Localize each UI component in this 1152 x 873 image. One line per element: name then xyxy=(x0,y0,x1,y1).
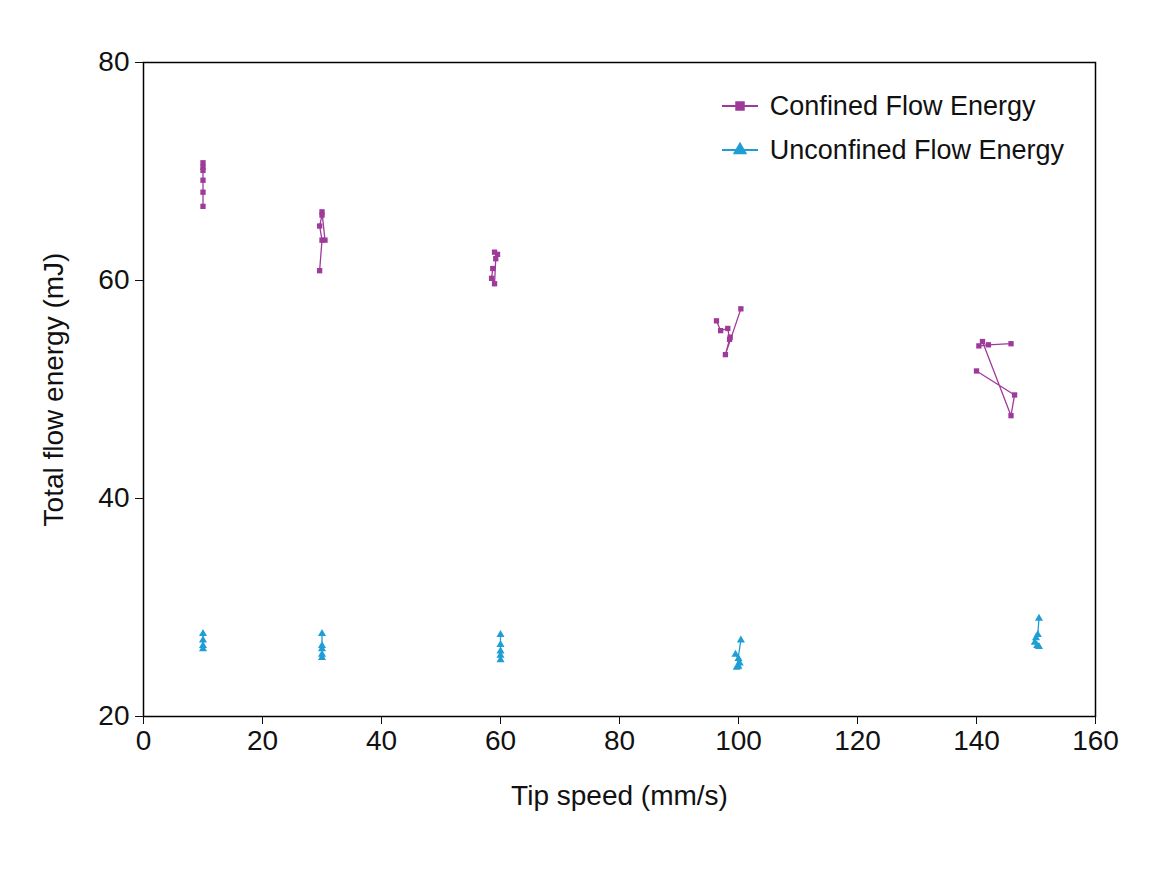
svg-text:80: 80 xyxy=(604,725,635,756)
svg-text:Total flow energy (mJ): Total flow energy (mJ) xyxy=(38,253,69,527)
svg-text:40: 40 xyxy=(366,725,397,756)
svg-text:60: 60 xyxy=(485,725,516,756)
svg-text:160: 160 xyxy=(1072,725,1119,756)
svg-text:20: 20 xyxy=(247,725,278,756)
svg-text:60: 60 xyxy=(98,264,129,295)
svg-text:100: 100 xyxy=(715,725,762,756)
svg-text:140: 140 xyxy=(953,725,1000,756)
html-text:Confined Flow Energy: Confined Flow Energy xyxy=(769,90,1036,121)
svg-text:80: 80 xyxy=(98,46,129,77)
svg-text:Tip speed (mm/s): Tip speed (mm/s) xyxy=(511,780,728,811)
html-text:Unconfined Flow Energy: Unconfined Flow Energy xyxy=(769,134,1064,165)
svg-text:120: 120 xyxy=(834,725,881,756)
svg-text:0: 0 xyxy=(136,725,152,756)
svg-text:40: 40 xyxy=(98,482,129,513)
svg-text:20: 20 xyxy=(98,700,129,731)
